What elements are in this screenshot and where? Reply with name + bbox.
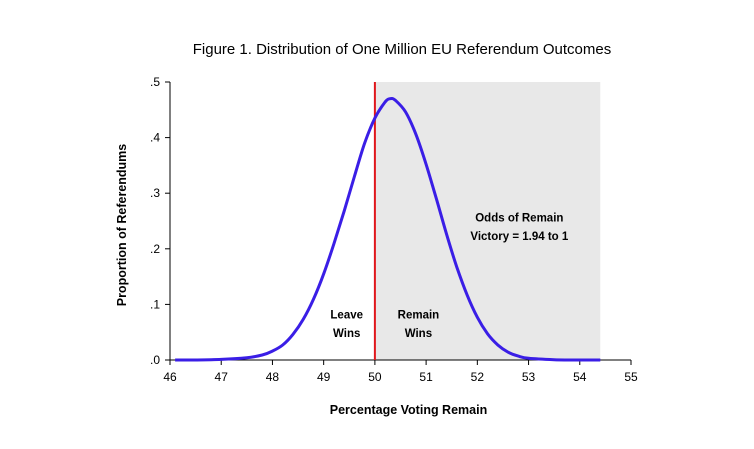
- x-tick-label: 55: [624, 370, 638, 384]
- x-tick-label: 51: [419, 370, 433, 384]
- series-line: [175, 96, 601, 362]
- x-tick-label: 52: [471, 370, 485, 384]
- y-tick-label: .0: [150, 353, 160, 367]
- y-tick-label: .5: [150, 75, 160, 89]
- x-tick-label: 50: [368, 370, 382, 384]
- annotation-remain-wins-line2: Wins: [405, 328, 432, 340]
- y-tick-label: .1: [150, 297, 160, 311]
- y-axis-ticks: .0 .1 .2 .3 .4 .5: [150, 75, 170, 367]
- y-axis-label: Proportion of Referendums: [115, 144, 129, 307]
- x-tick-label: 46: [163, 370, 177, 384]
- annotation-remain-wins-line1: Remain: [398, 309, 440, 321]
- annotation-odds-line1: Odds of Remain: [475, 213, 563, 225]
- chart-title: Figure 1. Distribution of One Million EU…: [193, 41, 612, 58]
- x-tick-label: 47: [215, 370, 229, 384]
- x-tick-label: 49: [317, 370, 331, 384]
- x-tick-label: 54: [573, 370, 587, 384]
- x-tick-label: 53: [522, 370, 536, 384]
- x-axis-ticks: 46 47 48 49 50 51 52 53 54 55: [163, 360, 638, 384]
- annotation-leave-wins-line2: Wins: [333, 328, 360, 340]
- y-tick-label: .3: [150, 186, 160, 200]
- y-tick-label: .4: [150, 131, 160, 145]
- y-tick-label: .2: [150, 242, 160, 256]
- annotation-odds-line2: Victory = 1.94 to 1: [470, 231, 569, 243]
- annotation-leave-wins-line1: Leave: [330, 309, 363, 321]
- x-axis-label: Percentage Voting Remain: [330, 403, 487, 417]
- x-tick-label: 48: [266, 370, 280, 384]
